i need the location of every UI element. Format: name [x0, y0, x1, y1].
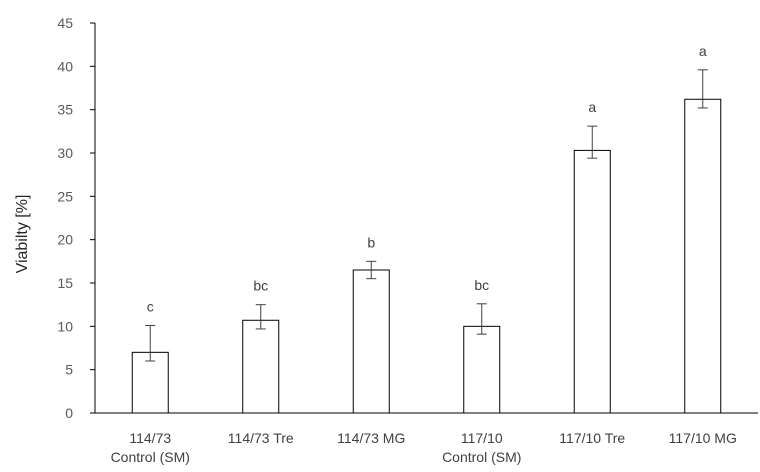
- y-tick-label: 20: [57, 232, 73, 248]
- bars: [131, 98, 722, 414]
- significance-letter: b: [367, 234, 375, 250]
- y-tick-label: 30: [57, 145, 73, 161]
- x-category-label: Control (SM): [111, 449, 190, 465]
- error-bars: [145, 69, 708, 362]
- y-tick-label: 15: [57, 275, 73, 291]
- y-axis-ticks: 0 5 10 15 20 25 30 35 40 45: [57, 15, 95, 421]
- x-category-label: Control (SM): [442, 449, 521, 465]
- significance-letter: a: [588, 99, 596, 115]
- y-tick-label: 10: [57, 318, 73, 334]
- bar: [684, 98, 722, 414]
- x-category-label: 114/73 MG: [337, 430, 405, 446]
- x-category-label: 117/10 MG: [669, 430, 737, 446]
- x-category-label: 114/73: [129, 430, 171, 446]
- y-tick-label: 5: [65, 362, 73, 378]
- x-category-label: 114/73 Tre: [228, 430, 294, 446]
- significance-letter: c: [147, 298, 154, 314]
- significance-letter: a: [699, 43, 707, 59]
- y-tick-label: 40: [57, 58, 73, 74]
- bar: [573, 149, 611, 414]
- y-axis-label: Viabilty [%]: [14, 195, 31, 274]
- significance-letter: bc: [253, 278, 268, 294]
- significance-letter: bc: [474, 277, 489, 293]
- x-axis-categories: 114/73 Control (SM) 114/73 Tre 114/73 MG 117…: [111, 430, 737, 465]
- y-tick-label: 0: [65, 405, 73, 421]
- x-category-label: 117/10: [461, 430, 503, 446]
- y-tick-label: 35: [57, 102, 73, 118]
- bar: [242, 319, 280, 414]
- significance-letters: c bc b bc a a: [147, 43, 707, 315]
- y-tick-label: 45: [57, 15, 73, 31]
- y-tick-label: 25: [57, 188, 73, 204]
- bar: [352, 269, 390, 414]
- bar: [463, 325, 501, 414]
- x-category-label: 117/10 Tre: [559, 430, 625, 446]
